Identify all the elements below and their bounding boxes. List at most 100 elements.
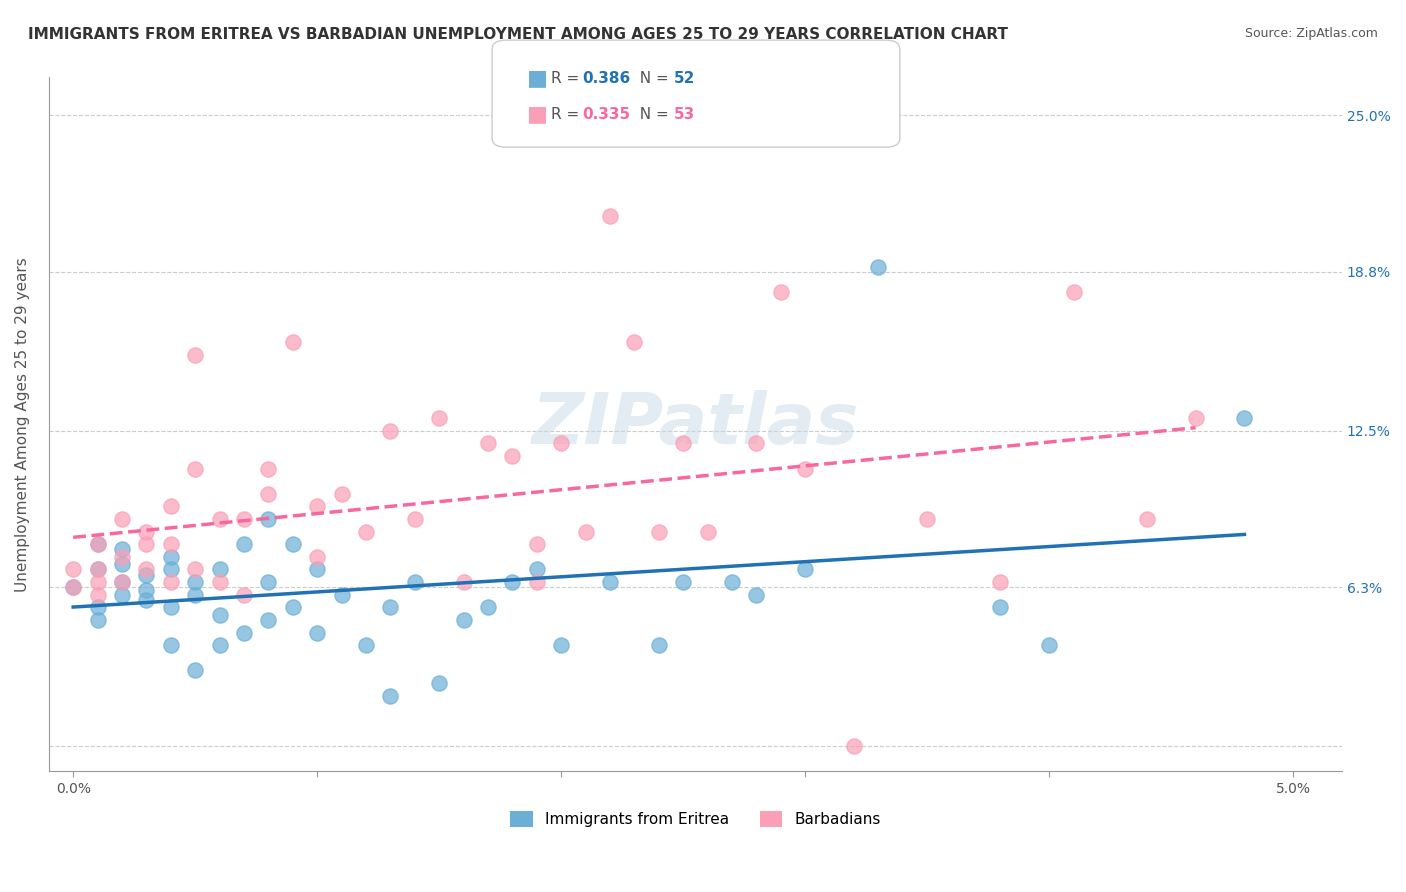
Point — [380, 600, 402, 615]
Point — [208, 575, 231, 590]
Point — [307, 549, 329, 564]
Point — [159, 638, 181, 652]
Point — [354, 638, 377, 652]
Point — [62, 580, 84, 594]
Y-axis label: Unemployment Among Ages 25 to 29 years: Unemployment Among Ages 25 to 29 years — [15, 257, 30, 591]
Point — [696, 524, 718, 539]
Point — [86, 600, 108, 615]
Point — [208, 607, 231, 622]
Text: R =: R = — [551, 71, 585, 86]
Point — [159, 500, 181, 514]
Point — [86, 562, 108, 576]
Point — [307, 562, 329, 576]
Legend: Immigrants from Eritrea, Barbadians: Immigrants from Eritrea, Barbadians — [503, 805, 887, 833]
Point — [550, 638, 572, 652]
Point — [111, 549, 134, 564]
Point — [257, 613, 280, 627]
Point — [672, 575, 695, 590]
Point — [307, 500, 329, 514]
Point — [159, 575, 181, 590]
Point — [330, 487, 353, 501]
Text: ■: ■ — [527, 69, 548, 88]
Point — [111, 558, 134, 572]
Point — [721, 575, 744, 590]
Point — [794, 562, 817, 576]
Point — [672, 436, 695, 450]
Point — [86, 562, 108, 576]
Point — [281, 600, 304, 615]
Point — [599, 209, 621, 223]
Point — [477, 436, 499, 450]
Text: 53: 53 — [673, 107, 695, 121]
Point — [257, 575, 280, 590]
Text: 0.335: 0.335 — [582, 107, 630, 121]
Point — [868, 260, 890, 274]
Point — [184, 348, 207, 362]
Point — [184, 562, 207, 576]
Point — [427, 676, 450, 690]
Point — [233, 537, 256, 551]
Point — [453, 613, 475, 627]
Point — [159, 600, 181, 615]
Point — [111, 588, 134, 602]
Point — [574, 524, 596, 539]
Point — [86, 613, 108, 627]
Point — [915, 512, 938, 526]
Point — [184, 461, 207, 475]
Point — [501, 575, 523, 590]
Point — [526, 537, 548, 551]
Point — [233, 625, 256, 640]
Point — [550, 436, 572, 450]
Point — [842, 739, 865, 753]
Point — [208, 512, 231, 526]
Point — [380, 689, 402, 703]
Point — [233, 588, 256, 602]
Text: ■: ■ — [527, 104, 548, 124]
Point — [184, 575, 207, 590]
Point — [526, 575, 548, 590]
Point — [477, 600, 499, 615]
Text: N =: N = — [630, 71, 673, 86]
Point — [307, 625, 329, 640]
Point — [404, 512, 426, 526]
Point — [111, 575, 134, 590]
Point — [990, 575, 1012, 590]
Point — [233, 512, 256, 526]
Point — [453, 575, 475, 590]
Point — [281, 335, 304, 350]
Point — [1136, 512, 1159, 526]
Point — [62, 580, 84, 594]
Point — [599, 575, 621, 590]
Point — [159, 549, 181, 564]
Point — [354, 524, 377, 539]
Point — [62, 562, 84, 576]
Point — [135, 592, 157, 607]
Point — [257, 512, 280, 526]
Point — [135, 582, 157, 597]
Text: Source: ZipAtlas.com: Source: ZipAtlas.com — [1244, 27, 1378, 40]
Point — [159, 562, 181, 576]
Point — [135, 524, 157, 539]
Point — [86, 537, 108, 551]
Text: 0.386: 0.386 — [582, 71, 630, 86]
Text: N =: N = — [630, 107, 673, 121]
Point — [526, 562, 548, 576]
Point — [1063, 285, 1085, 299]
Point — [208, 562, 231, 576]
Point — [257, 487, 280, 501]
Point — [427, 411, 450, 425]
Point — [745, 436, 768, 450]
Point — [745, 588, 768, 602]
Point — [648, 524, 671, 539]
Point — [135, 537, 157, 551]
Point — [281, 537, 304, 551]
Point — [330, 588, 353, 602]
Point — [111, 542, 134, 557]
Point — [257, 461, 280, 475]
Point — [86, 537, 108, 551]
Point — [1233, 411, 1256, 425]
Point — [184, 664, 207, 678]
Point — [184, 588, 207, 602]
Point — [648, 638, 671, 652]
Point — [404, 575, 426, 590]
